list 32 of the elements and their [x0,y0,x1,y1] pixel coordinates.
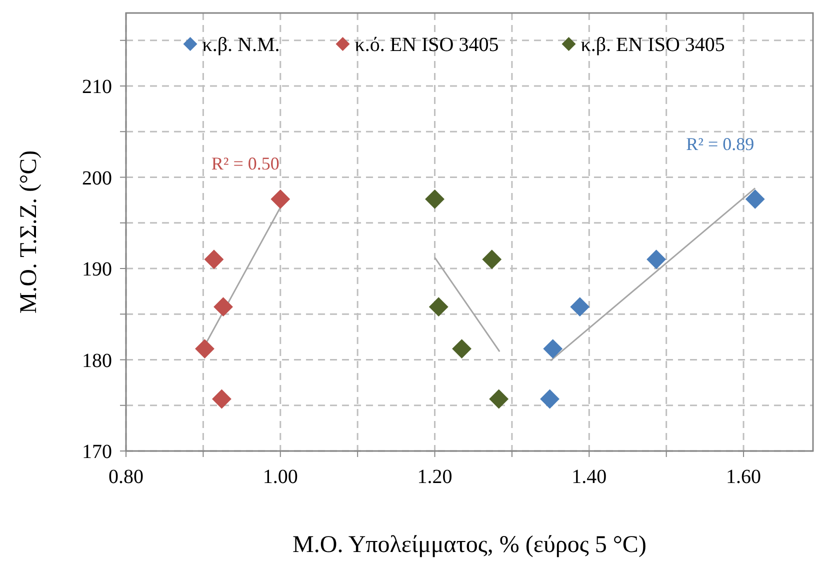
y-tick-label: 180 [82,350,112,372]
point [570,297,590,316]
point [425,190,444,209]
legend-label: κ.β. Ν.Μ. [202,34,280,56]
legend-label: κ.ό. EN ISO 3405 [354,34,499,56]
legend-label: κ.β. EN ISO 3405 [580,34,725,56]
point [646,250,666,269]
point [543,339,562,358]
y-tick-label: 170 [82,441,112,463]
point [429,297,448,316]
y-tick-label: 210 [82,76,112,98]
point [482,250,502,269]
point [204,250,224,269]
point [212,389,232,408]
annotation: R² = 0.50 [211,153,280,174]
y-axis-title: Μ.Ο. Τ.Σ.Ζ. (°C) [16,150,42,314]
y-tick-label: 200 [82,167,112,190]
annotation: R² = 0.89 [686,134,754,154]
point [489,389,508,408]
x-tick-label: 1.00 [262,466,298,488]
x-tick-label: 1.20 [417,466,452,488]
point [195,339,214,358]
point [214,297,233,316]
point [452,339,472,358]
x-tick-label: 0.80 [108,466,144,488]
x-tick-label: 1.40 [572,466,607,488]
x-tick-label: 1.60 [726,466,762,488]
point [270,190,290,209]
y-tick-label: 190 [82,258,112,280]
point [746,190,765,209]
x-axis-title: Μ.Ο. Υπολείμματος, % (εύρος 5 °C) [292,532,646,558]
point [540,389,560,408]
